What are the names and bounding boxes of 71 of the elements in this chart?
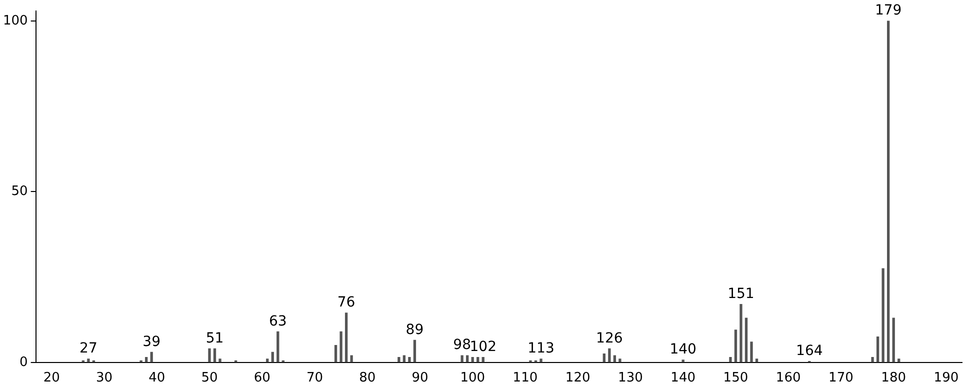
bar (602, 354, 606, 362)
bar (340, 331, 342, 362)
x-tick-label: 110 (512, 370, 538, 386)
y-tick-label: 100 (2, 13, 28, 28)
y-tick-label: 0 (20, 354, 28, 370)
annotation: 102 (470, 338, 496, 355)
bar (402, 355, 406, 362)
bar (276, 331, 280, 362)
bar (608, 348, 611, 362)
bar (87, 358, 90, 362)
bar (871, 356, 874, 362)
x-tick-label: 160 (776, 370, 801, 386)
bar (150, 352, 153, 362)
x-tick-label: 120 (565, 370, 590, 386)
annotation: 27 (80, 340, 98, 357)
bar (744, 318, 748, 362)
annotation: 98 (453, 337, 471, 354)
annotation: 63 (268, 313, 287, 330)
bar (540, 358, 542, 362)
x-tick-label: 130 (618, 370, 643, 386)
bar (213, 348, 216, 362)
x-tick-label: 20 (43, 370, 60, 386)
y-tick-label: 50 (11, 184, 28, 200)
x-tick-label: 50 (201, 370, 218, 386)
bar (413, 340, 416, 362)
x-tick-label: 150 (723, 370, 748, 386)
annotation: 51 (206, 330, 224, 346)
bar (898, 358, 900, 362)
x-tick-label: 180 (881, 370, 906, 386)
annotation: 113 (528, 340, 554, 357)
x-tick-label: 90 (412, 370, 428, 386)
bar (408, 356, 411, 362)
x-tick-label: 80 (359, 370, 376, 386)
annotation: 126 (596, 330, 623, 346)
bar (755, 358, 758, 362)
bar (466, 355, 469, 362)
x-tick-label: 190 (934, 370, 959, 386)
bar (208, 348, 211, 362)
bar (740, 304, 742, 362)
annotation: 39 (142, 334, 160, 350)
x-tick-label: 100 (460, 370, 486, 386)
bar (398, 356, 400, 362)
annotation: 164 (796, 343, 823, 360)
x-tick-label: 70 (306, 370, 323, 386)
x-tick-label: 140 (670, 370, 696, 386)
bar (334, 345, 338, 362)
bar (218, 358, 222, 362)
bar (682, 360, 684, 362)
x-tick-label: 170 (828, 370, 854, 386)
bar (618, 358, 622, 362)
annotation: 140 (670, 342, 696, 358)
bar (750, 342, 753, 362)
bar (729, 356, 732, 362)
bar (266, 358, 269, 362)
annotation: 89 (406, 322, 424, 338)
x-tick-label: 40 (148, 370, 166, 386)
bar (734, 330, 738, 362)
bar (271, 352, 274, 362)
annotation: 151 (728, 286, 754, 302)
bar (886, 20, 890, 362)
annotation: 179 (874, 2, 902, 19)
bar (350, 355, 353, 362)
annotation: 76 (337, 294, 356, 311)
bar (460, 355, 464, 362)
bar (613, 355, 616, 362)
x-tick-label: 60 (254, 370, 270, 386)
bar (876, 336, 880, 362)
bar (882, 268, 884, 362)
bar (344, 312, 348, 362)
bar (892, 318, 895, 362)
x-tick-label: 30 (96, 370, 112, 386)
